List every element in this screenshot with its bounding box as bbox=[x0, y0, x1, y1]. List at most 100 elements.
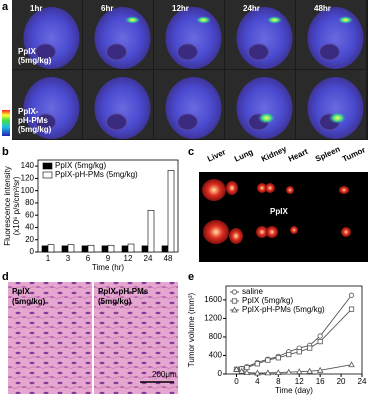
organ-label: Lung bbox=[233, 147, 255, 163]
marker bbox=[286, 351, 292, 358]
x-tick-label: 3 bbox=[66, 254, 71, 263]
organ-label: Liver bbox=[206, 147, 227, 163]
x-tick-label: 12 bbox=[295, 377, 304, 386]
legend-swatch bbox=[42, 171, 53, 179]
y-tick-label: 140 bbox=[21, 161, 35, 170]
x-tick-label: 0 bbox=[234, 377, 239, 386]
mouse-image bbox=[94, 77, 151, 139]
x-tick-label: 24 bbox=[358, 377, 367, 386]
organ-label: Tumor bbox=[341, 145, 367, 163]
bar bbox=[41, 245, 49, 253]
tumor-outline bbox=[177, 113, 198, 131]
signal-spot bbox=[124, 16, 141, 24]
tumor-outline bbox=[319, 43, 340, 61]
time-label: 24hr bbox=[243, 4, 260, 13]
marker bbox=[348, 292, 355, 298]
bar bbox=[81, 245, 89, 253]
mouse-image bbox=[165, 7, 222, 69]
organ-image bbox=[256, 226, 268, 238]
panel-label: e bbox=[188, 271, 194, 283]
organ-image bbox=[229, 228, 243, 244]
marker bbox=[265, 357, 271, 363]
bar bbox=[101, 245, 109, 253]
y-tick-label: 20 bbox=[25, 235, 34, 244]
bar bbox=[61, 245, 69, 253]
scale-bar-label: 200μm bbox=[152, 370, 177, 379]
colorbar bbox=[2, 110, 10, 136]
row-label: (5mg/kg) bbox=[18, 56, 52, 65]
legend-label: PpIX (5mg/kg) bbox=[55, 161, 106, 170]
marker bbox=[295, 368, 303, 375]
legend-label: PpIX-pH-PMs (5mg/kg) bbox=[242, 305, 325, 314]
marker bbox=[275, 369, 282, 376]
organ-image bbox=[339, 186, 349, 194]
bar bbox=[161, 245, 169, 253]
y-axis-unit: (x10⁶ p/s/cm²/sr) bbox=[12, 176, 21, 235]
y-axis-label: Tumor volume (mm³) bbox=[187, 292, 196, 367]
bar bbox=[127, 243, 135, 253]
organ-label: Spleen bbox=[314, 144, 342, 163]
y-axis-label: Fluorescence intensity bbox=[3, 166, 12, 246]
marker bbox=[316, 366, 324, 373]
histology-caption: (5mg/kg) bbox=[98, 297, 132, 306]
x-tick-label: 48 bbox=[164, 254, 173, 263]
marker bbox=[243, 369, 251, 376]
legend-label: saline bbox=[242, 287, 263, 296]
tumor-outline bbox=[248, 43, 269, 61]
y-tick-label: 800 bbox=[209, 332, 223, 341]
marker bbox=[307, 345, 313, 351]
y-tick-label: 1600 bbox=[204, 295, 222, 304]
signal-spot bbox=[257, 112, 276, 124]
panel-label: b bbox=[2, 146, 9, 158]
organ-image bbox=[203, 220, 229, 244]
time-label: 1hr bbox=[30, 4, 42, 13]
y-tick-label: 120 bbox=[21, 174, 35, 183]
signal-spot bbox=[337, 16, 354, 24]
x-tick-label: 24 bbox=[144, 254, 153, 263]
organ-label: Kidney bbox=[260, 144, 288, 164]
organ-image bbox=[202, 179, 226, 201]
row-label: PpIX- bbox=[18, 107, 39, 116]
bar bbox=[121, 245, 129, 253]
time-label: 12hr bbox=[172, 4, 189, 13]
marker bbox=[285, 368, 293, 375]
marker bbox=[348, 306, 355, 312]
legend-label: PpIX (5mg/kg) bbox=[242, 296, 293, 305]
legend-label: PpIX-pH-PMs (5mg/kg) bbox=[55, 170, 138, 179]
x-tick-label: 4 bbox=[255, 377, 260, 386]
y-tick-label: 80 bbox=[25, 198, 34, 207]
signal-spot bbox=[195, 16, 212, 24]
marker bbox=[254, 361, 260, 367]
histology-caption: PpIX-pH-PMs bbox=[98, 287, 149, 296]
y-tick-label: 400 bbox=[209, 351, 223, 360]
marker bbox=[275, 355, 281, 361]
organ-image bbox=[341, 227, 351, 237]
group-label: PpIX bbox=[270, 207, 288, 216]
y-tick-label: 0 bbox=[218, 369, 223, 378]
marker bbox=[231, 298, 238, 304]
marker bbox=[317, 338, 323, 345]
bar bbox=[47, 244, 55, 253]
organ-image bbox=[266, 226, 278, 238]
organ-label: Heart bbox=[287, 147, 310, 164]
x-axis-label: Time (hr) bbox=[92, 263, 124, 272]
time-label: 48hr bbox=[314, 4, 331, 13]
tumor-outline bbox=[106, 43, 127, 61]
mouse-image bbox=[94, 7, 151, 69]
row-label: (5mg/kg) bbox=[18, 125, 52, 134]
y-tick-label: 100 bbox=[21, 186, 35, 195]
marker bbox=[317, 333, 323, 339]
marker bbox=[254, 369, 261, 376]
mouse-image bbox=[165, 77, 222, 139]
x-tick-label: 12 bbox=[124, 254, 133, 263]
bar bbox=[107, 244, 115, 253]
x-tick-label: 16 bbox=[316, 377, 325, 386]
mouse-image bbox=[307, 7, 364, 69]
marker bbox=[244, 364, 250, 371]
x-tick-label: 20 bbox=[337, 377, 346, 386]
mouse-image bbox=[236, 77, 293, 139]
signal-spot bbox=[328, 112, 347, 124]
marker bbox=[348, 361, 355, 368]
x-tick-label: 9 bbox=[106, 254, 111, 263]
